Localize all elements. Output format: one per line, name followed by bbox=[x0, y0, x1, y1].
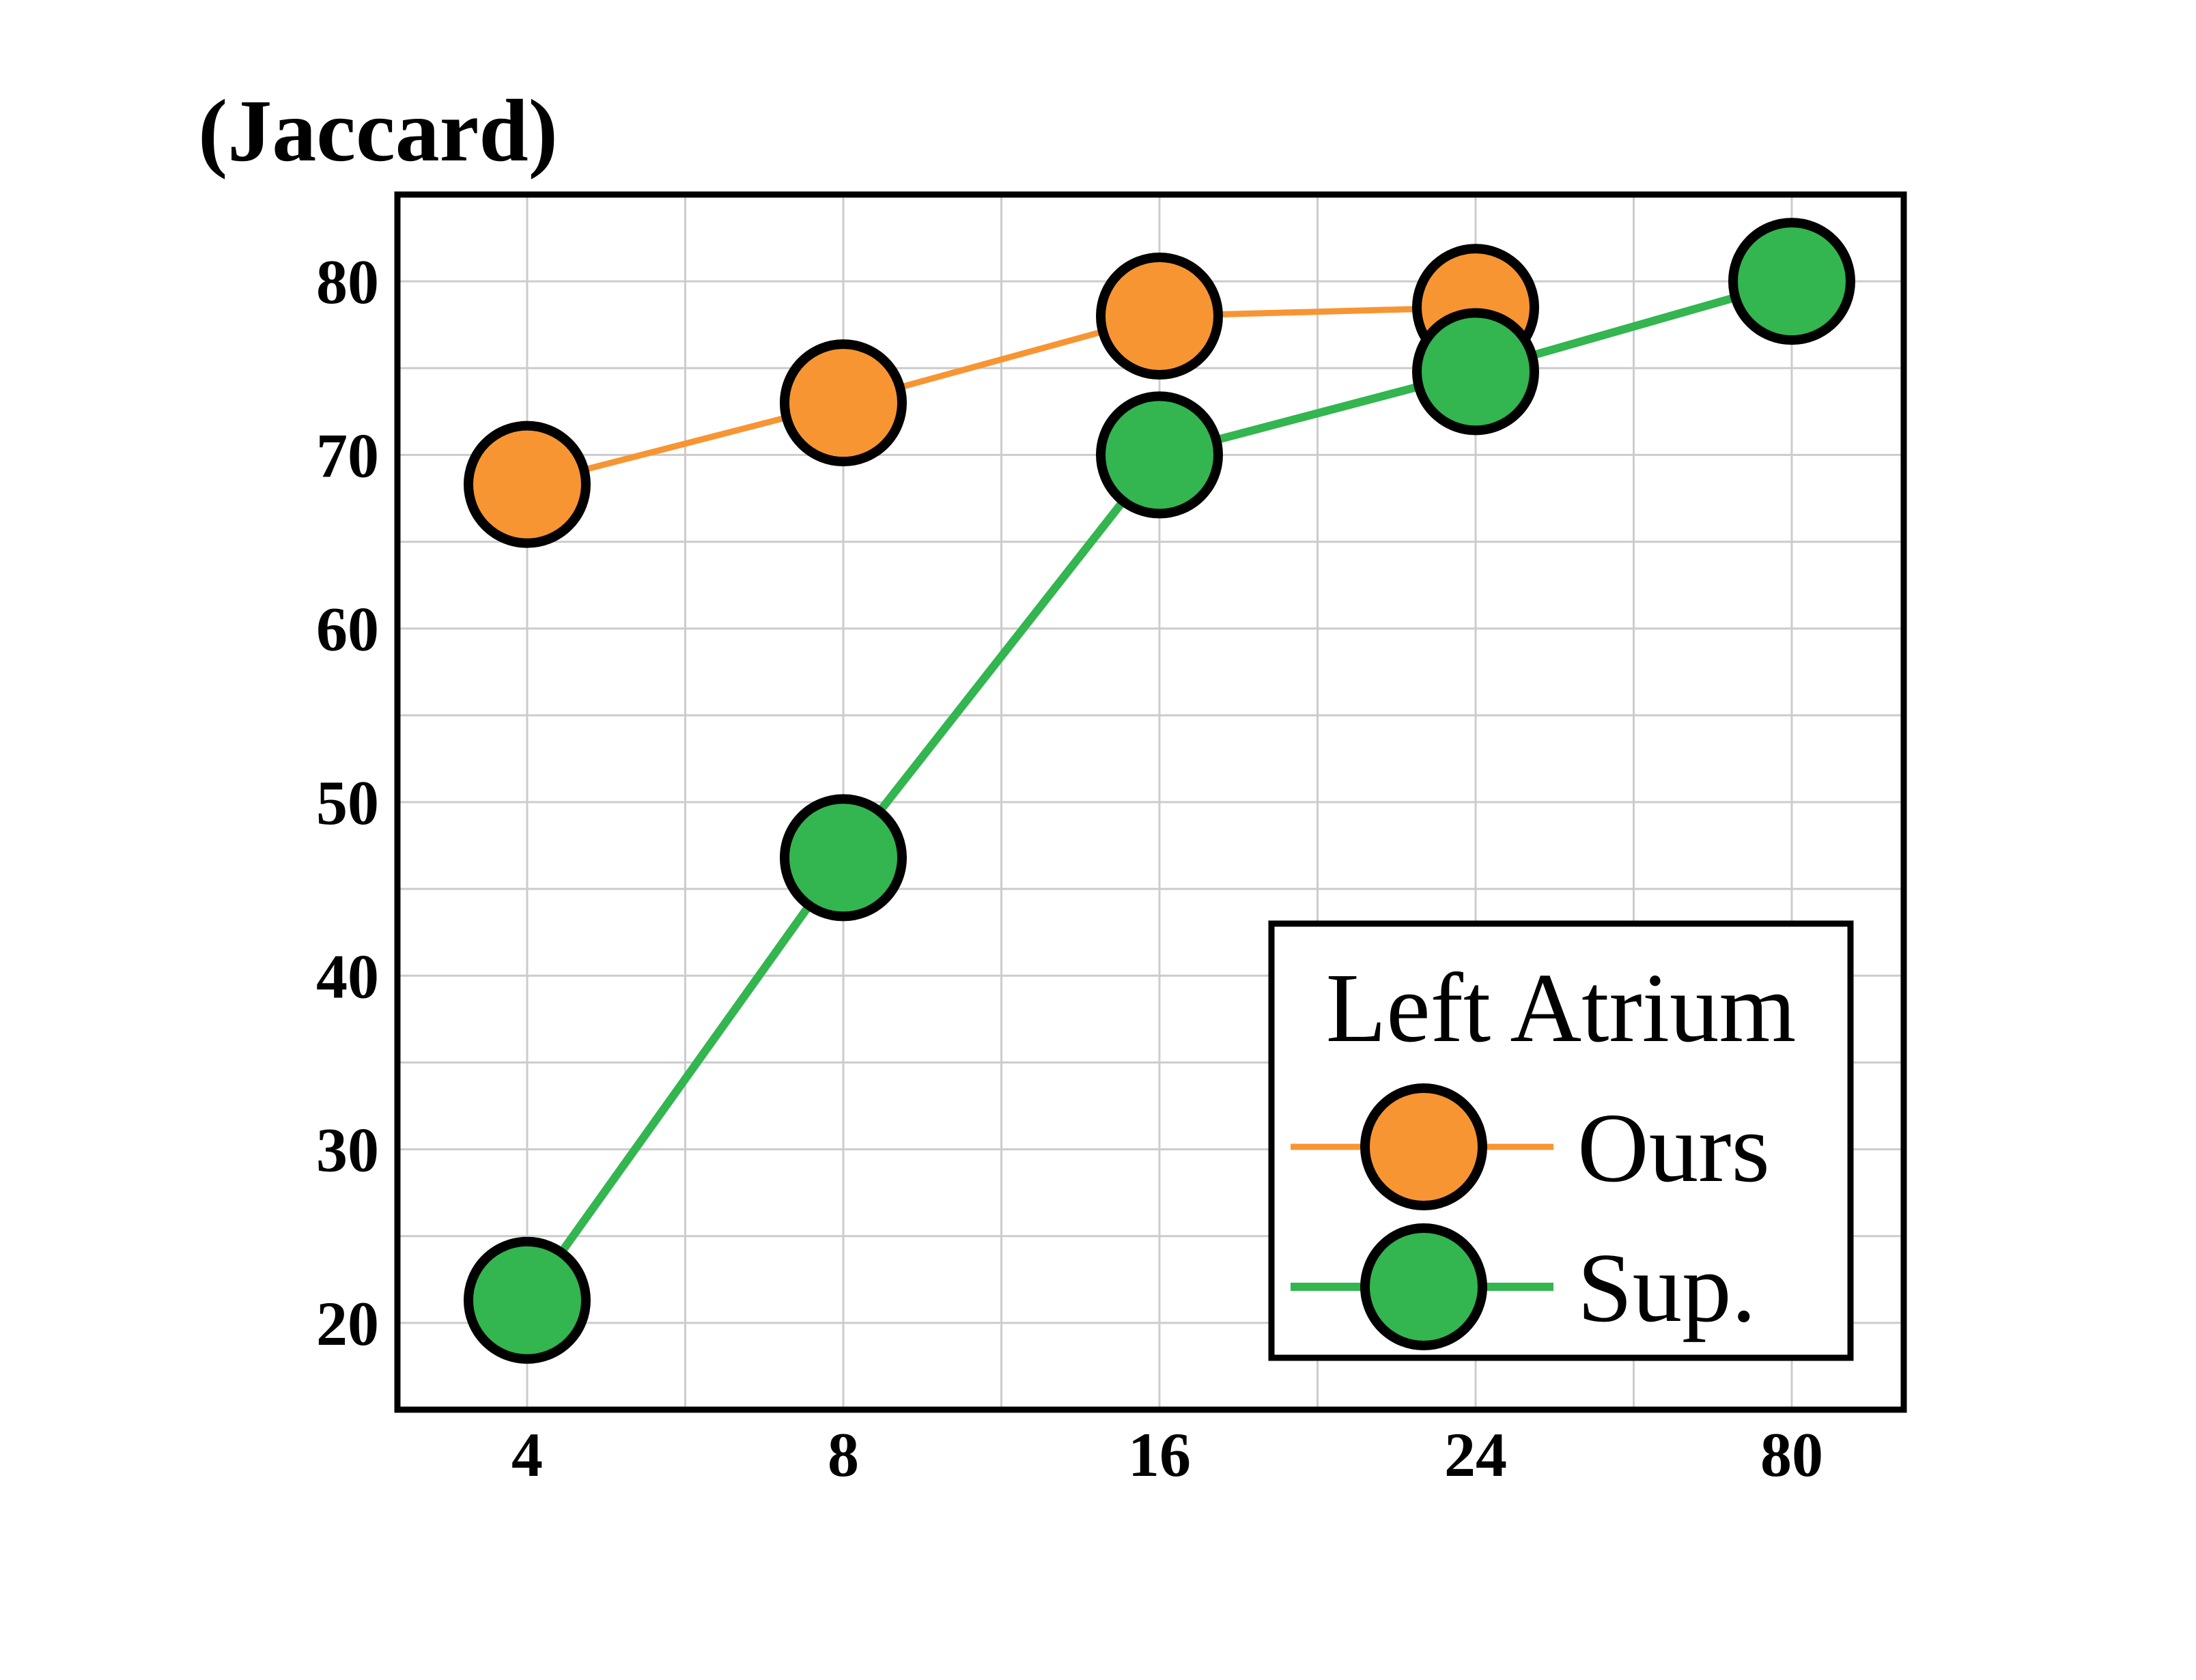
legend: Left Atrium Ours Sup. bbox=[1268, 920, 1854, 1361]
data-point bbox=[1412, 308, 1539, 436]
x-tick-label: 80 bbox=[1760, 1420, 1823, 1490]
data-point bbox=[780, 339, 907, 467]
legend-title: Left Atrium bbox=[1326, 954, 1797, 1063]
series-points bbox=[464, 218, 1855, 1364]
data-point bbox=[780, 794, 907, 922]
y-tick-label: 50 bbox=[316, 768, 379, 838]
data-point bbox=[1096, 391, 1223, 519]
x-tick-labels: 4 8 16 24 80 bbox=[511, 1420, 1823, 1490]
plot-frame bbox=[394, 191, 1907, 1413]
y-axis-title: (Jaccard) bbox=[198, 82, 558, 180]
x-tick-label: 24 bbox=[1444, 1420, 1507, 1490]
data-point bbox=[1728, 218, 1855, 345]
legend-marker bbox=[1360, 1083, 1487, 1210]
y-tick-label: 40 bbox=[316, 941, 379, 1011]
data-point bbox=[464, 421, 591, 548]
data-point bbox=[1096, 253, 1223, 380]
series-line-ours bbox=[526, 304, 1476, 488]
y-tick-label: 20 bbox=[316, 1289, 379, 1358]
y-tick-label: 70 bbox=[316, 421, 379, 490]
legend-marker bbox=[1360, 1223, 1487, 1350]
x-tick-label: 16 bbox=[1128, 1420, 1191, 1490]
legend-entries: Ours Sup. bbox=[1291, 1083, 1770, 1350]
y-tick-label: 60 bbox=[316, 595, 379, 664]
legend-label: Ours bbox=[1577, 1094, 1770, 1203]
data-point bbox=[464, 1236, 591, 1364]
y-tick-labels: 20 30 40 50 60 70 80 bbox=[316, 247, 379, 1358]
x-tick-label: 8 bbox=[828, 1420, 859, 1490]
legend-label: Sup. bbox=[1577, 1234, 1756, 1343]
y-tick-label: 30 bbox=[316, 1115, 379, 1185]
y-tick-label: 80 bbox=[316, 247, 379, 317]
x-tick-label: 4 bbox=[511, 1420, 543, 1490]
